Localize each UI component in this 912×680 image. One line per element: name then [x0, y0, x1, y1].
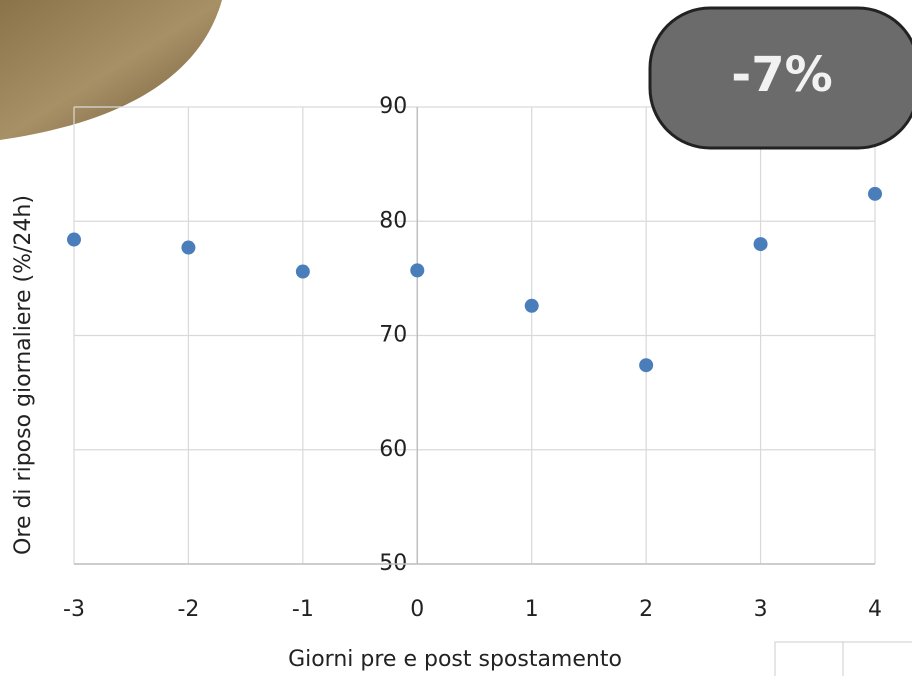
x-tick-label: 2: [639, 597, 653, 622]
point: [524, 298, 539, 313]
y-tick-label: 90: [379, 94, 407, 119]
point: [181, 240, 196, 255]
point: [868, 186, 882, 201]
x-tick-label: 4: [868, 597, 882, 622]
point: [753, 237, 768, 252]
badge: [648, 6, 912, 150]
y-axis-label: Ore di riposo giornaliere (%/24h): [11, 195, 36, 555]
x-tick-label: 1: [525, 597, 539, 622]
x-tick-label: -1: [292, 597, 314, 622]
x-tick-label: -2: [177, 597, 199, 622]
table-cell: [842, 641, 912, 680]
x-axis-label: Giorni pre e post spostamento: [288, 647, 622, 672]
point: [67, 232, 81, 247]
x-tick-label: 3: [754, 597, 768, 622]
y-tick-label: 70: [379, 323, 407, 348]
x-tick-label: -3: [63, 597, 85, 622]
point: [410, 263, 425, 278]
table-cell: [774, 641, 844, 680]
point: [639, 358, 654, 373]
y-tick-label: 80: [379, 208, 407, 233]
x-tick-label: 0: [410, 597, 424, 622]
y-tick-label: 60: [379, 437, 407, 462]
hay-photo: [0, 0, 222, 140]
badge-text: -7%: [731, 47, 832, 103]
point: [295, 264, 310, 279]
